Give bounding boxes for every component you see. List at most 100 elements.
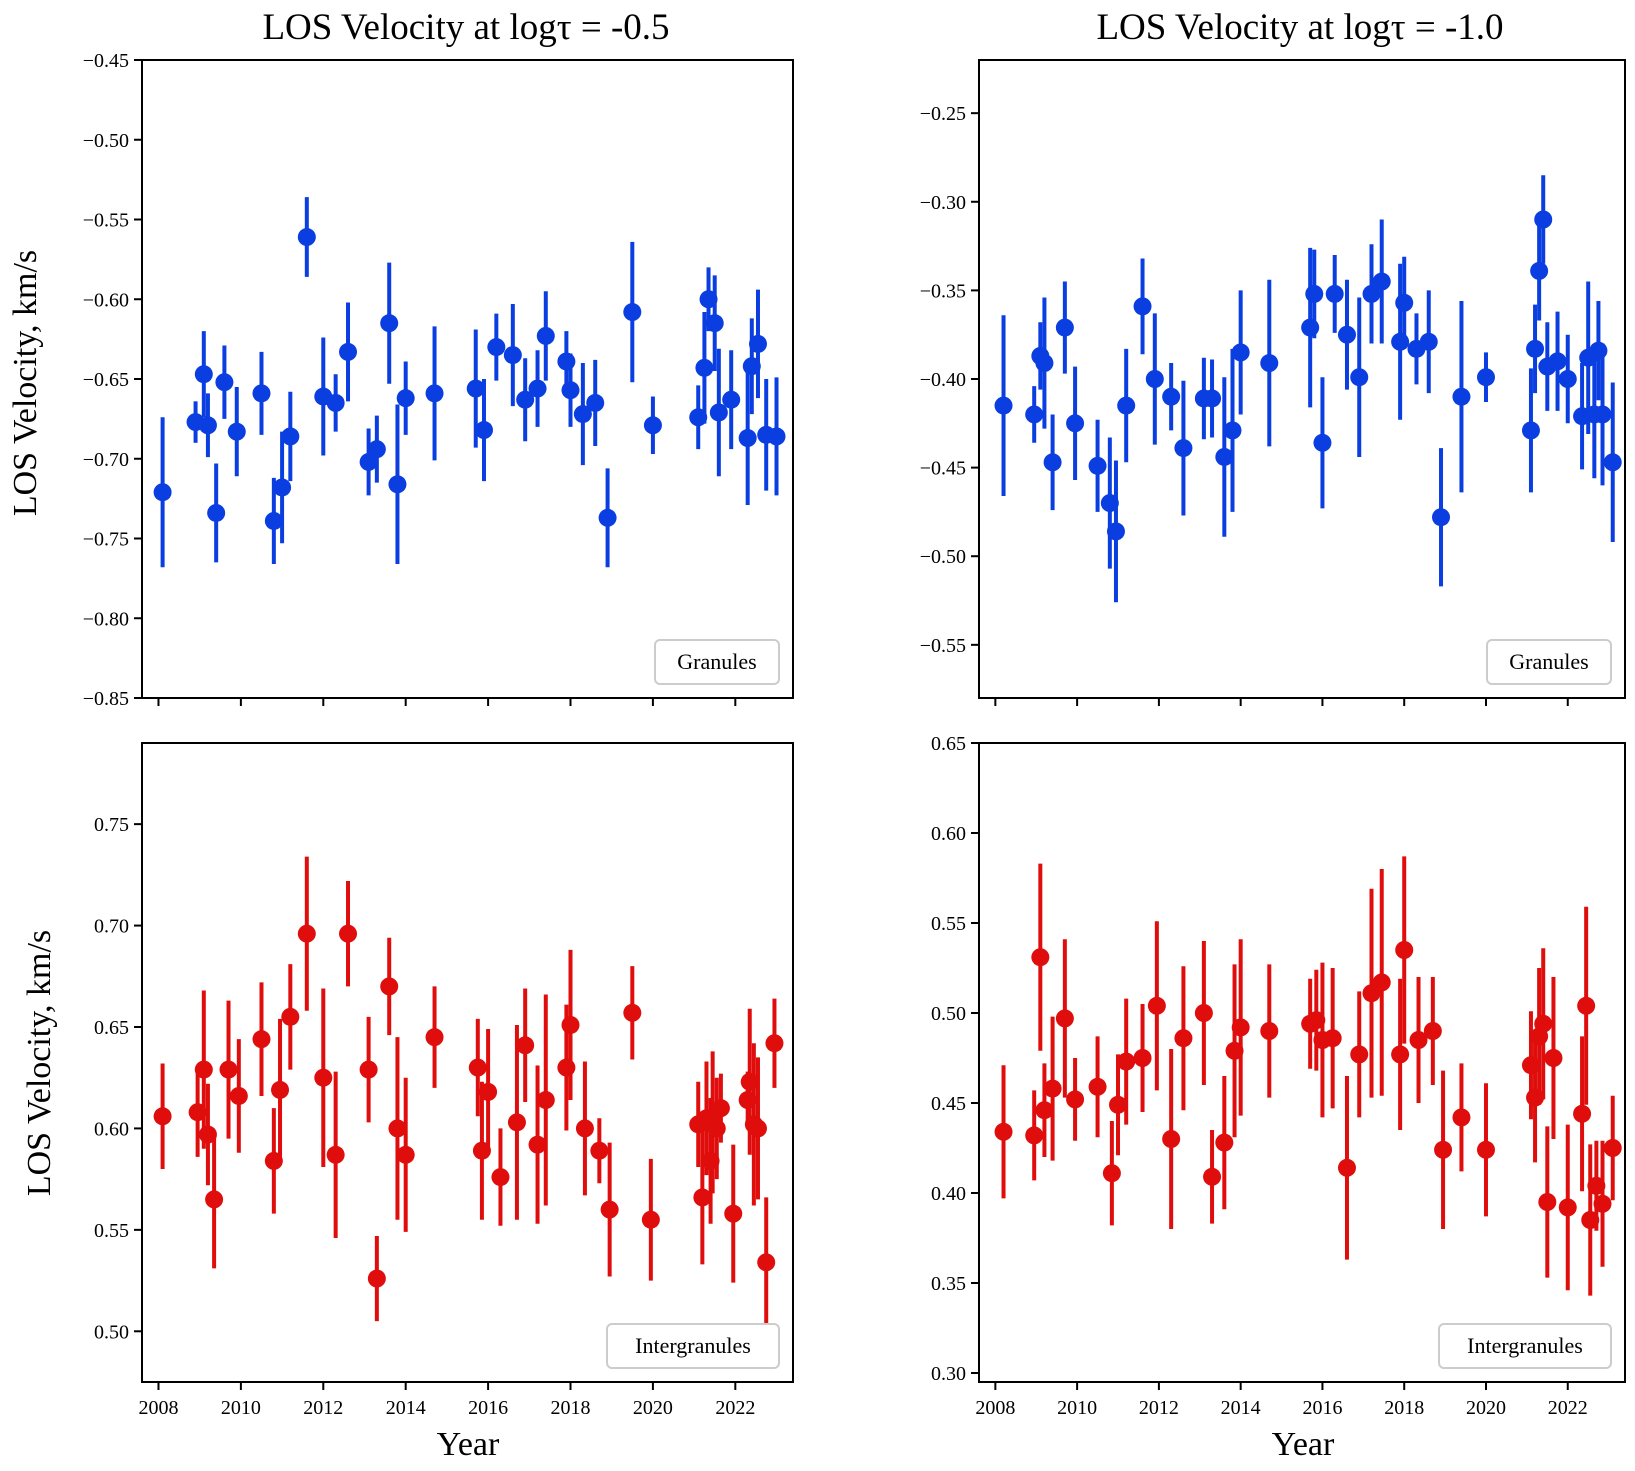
- panel-granules-tau-0.5: −0.85 −0.80 −0.75 −0.70 −0.65 −0.60 −0.55 −0.50…: [83, 50, 794, 710]
- data-point: [1203, 1167, 1222, 1186]
- data-point: [198, 416, 217, 435]
- data-point: [994, 396, 1013, 415]
- data-point: [1215, 1133, 1234, 1152]
- data-point: [536, 1091, 555, 1110]
- data-point: [1323, 1029, 1342, 1048]
- data-point: [561, 1015, 580, 1034]
- data-point: [1577, 996, 1596, 1015]
- data-point: [643, 416, 662, 435]
- data-point: [297, 924, 316, 943]
- data-point: [1350, 368, 1369, 387]
- data-point: [1109, 1095, 1128, 1114]
- data-point: [1117, 1052, 1136, 1071]
- data-point: [709, 403, 728, 422]
- data-point: [207, 503, 226, 522]
- x-tick-label: 2016: [1302, 1397, 1342, 1419]
- data-point: [1391, 1045, 1410, 1064]
- data-point: [767, 427, 786, 446]
- data-point: [1372, 973, 1391, 992]
- data-point: [528, 1135, 547, 1154]
- data-point: [1409, 1031, 1428, 1049]
- x-tick-label: 2018: [1384, 1397, 1424, 1419]
- legend-label: Intergranules: [1467, 1333, 1583, 1358]
- data-point: [765, 1034, 784, 1053]
- data-point: [388, 1119, 407, 1138]
- data-point: [1530, 261, 1549, 280]
- data-point: [466, 379, 485, 398]
- x-tick-label: 2012: [303, 1397, 343, 1419]
- y-tick-label: 0.70: [94, 916, 129, 938]
- data-point: [468, 1058, 487, 1077]
- data-point: [1534, 210, 1553, 229]
- data-point: [711, 1099, 730, 1118]
- x-tick-label: 2020: [1466, 1397, 1506, 1419]
- data-point: [1423, 1022, 1442, 1040]
- data-point: [479, 1082, 498, 1101]
- data-point: [326, 393, 345, 412]
- data-point: [1301, 318, 1320, 337]
- data-point: [1031, 948, 1050, 967]
- y-tick-label: 0.50: [94, 1321, 129, 1343]
- data-point: [1362, 284, 1381, 303]
- x-tick-label: 2014: [386, 1397, 426, 1419]
- y-tick-label: 0.65: [931, 733, 966, 755]
- axes-frame: [141, 59, 794, 699]
- data-point: [1434, 1140, 1453, 1159]
- data-point: [264, 511, 283, 530]
- data-point: [487, 338, 506, 357]
- data-point: [705, 314, 724, 333]
- data-point: [1203, 389, 1222, 408]
- data-point: [205, 1190, 224, 1209]
- x-axis-title-bottom-right: Year: [1272, 1426, 1335, 1463]
- data-point: [229, 1086, 248, 1105]
- data-point: [1593, 405, 1612, 424]
- data-point: [425, 384, 444, 403]
- x-tick-label: 2018: [551, 1397, 591, 1419]
- data-point: [748, 334, 767, 353]
- data-point: [1025, 1126, 1044, 1145]
- data-point: [1260, 354, 1279, 373]
- data-point: [1066, 414, 1085, 433]
- data-point: [273, 478, 292, 497]
- data-point: [367, 440, 386, 459]
- data-point: [474, 421, 493, 440]
- y-tick-label: 0.60: [94, 1118, 129, 1140]
- data-point: [153, 1107, 172, 1126]
- data-point: [994, 1122, 1013, 1141]
- y-tick-label: 0.35: [931, 1273, 966, 1295]
- data-point: [575, 1119, 594, 1138]
- data-point: [1432, 508, 1451, 527]
- y-tick-label: −0.25: [920, 103, 966, 125]
- data-point: [314, 1068, 333, 1087]
- panel-intergranules-tau-0.5: 2008 2010 2012 2014 2016 2018 2020 2022 0.50 0.55…: [94, 742, 794, 1419]
- data-point: [367, 1269, 386, 1288]
- x-tick-label: 2022: [1548, 1397, 1588, 1419]
- data-point: [590, 1141, 609, 1160]
- y-tick-label: −0.60: [83, 289, 129, 311]
- data-point: [252, 384, 271, 403]
- data-point: [1538, 1193, 1557, 1211]
- x-tick-label: 2008: [975, 1397, 1015, 1419]
- y-tick-label: −0.55: [920, 635, 966, 657]
- data-point: [1603, 453, 1622, 472]
- data-point: [359, 452, 378, 471]
- data-point: [557, 352, 576, 371]
- data-point: [1589, 341, 1608, 360]
- data-point: [1395, 941, 1414, 959]
- y-tick-label: −0.35: [920, 280, 966, 302]
- legend-box: [606, 1323, 780, 1369]
- data-point: [1215, 447, 1234, 466]
- data-point: [1350, 1045, 1369, 1064]
- data-point: [1055, 318, 1074, 337]
- data-point: [598, 508, 617, 527]
- x-tick-label: 2012: [1139, 1397, 1179, 1419]
- data-point: [396, 389, 415, 408]
- legend-label: Granules: [1509, 649, 1588, 674]
- x-axis-title-bottom-left: Year: [437, 1426, 500, 1463]
- data-point: [388, 475, 407, 494]
- x-tick-label: 2010: [221, 1397, 261, 1419]
- data-point: [623, 303, 642, 322]
- panel-title-top-left: LOS Velocity at logτ = -0.5: [262, 7, 669, 48]
- x-tick-label: 2014: [1221, 1397, 1261, 1419]
- legend-box: [1438, 1323, 1612, 1369]
